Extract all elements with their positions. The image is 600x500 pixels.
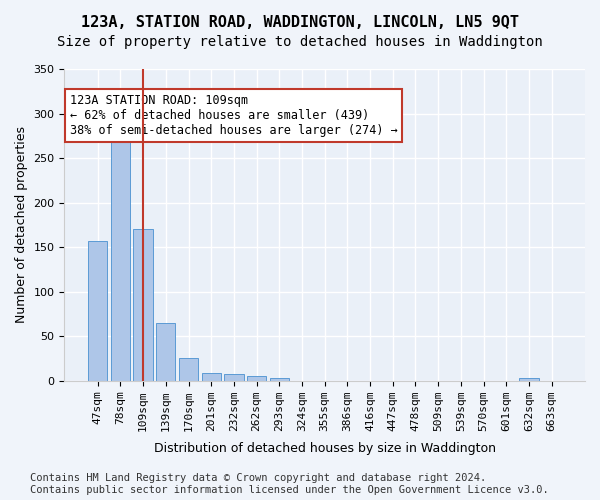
Bar: [179, 358, 198, 380]
Text: Size of property relative to detached houses in Waddington: Size of property relative to detached ho…: [57, 35, 543, 49]
Text: Contains HM Land Registry data © Crown copyright and database right 2024.
Contai: Contains HM Land Registry data © Crown c…: [30, 474, 549, 495]
Bar: [88, 241, 107, 380]
Bar: [520, 378, 539, 380]
Text: 123A STATION ROAD: 109sqm
← 62% of detached houses are smaller (439)
38% of semi: 123A STATION ROAD: 109sqm ← 62% of detac…: [70, 94, 397, 137]
Bar: [133, 230, 153, 380]
Y-axis label: Number of detached properties: Number of detached properties: [15, 126, 28, 324]
Bar: [247, 376, 266, 380]
X-axis label: Distribution of detached houses by size in Waddington: Distribution of detached houses by size …: [154, 442, 496, 455]
Bar: [156, 323, 175, 380]
Text: 123A, STATION ROAD, WADDINGTON, LINCOLN, LN5 9QT: 123A, STATION ROAD, WADDINGTON, LINCOLN,…: [81, 15, 519, 30]
Bar: [202, 372, 221, 380]
Bar: [111, 126, 130, 380]
Bar: [269, 378, 289, 380]
Bar: [224, 374, 244, 380]
